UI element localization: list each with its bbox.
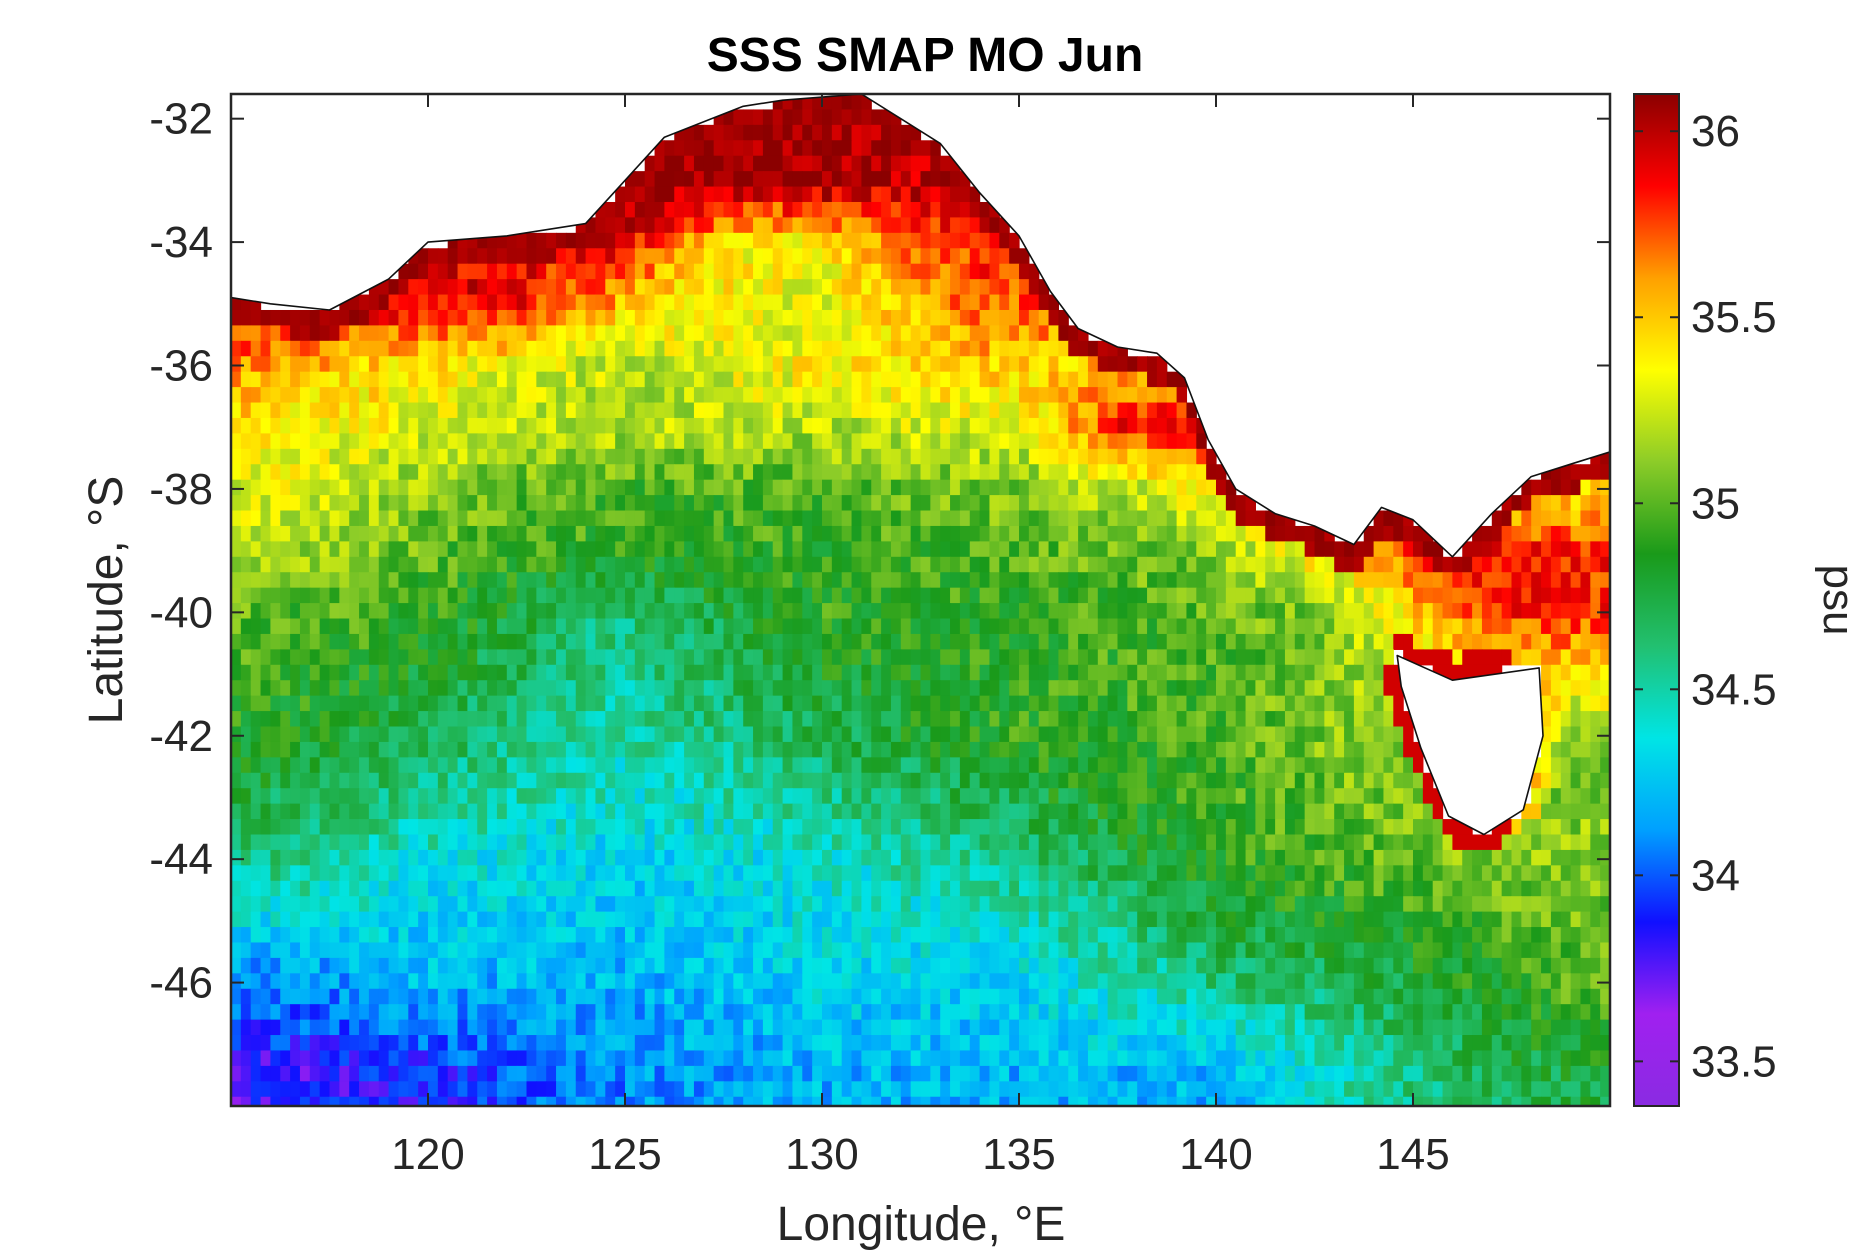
colorbar-tick-label: 35	[1691, 479, 1740, 528]
x-tick-label: 120	[391, 1130, 464, 1179]
x-tick-label: 130	[785, 1130, 858, 1179]
coastline-tasmania	[1396, 654, 1544, 836]
x-tick-label: 135	[982, 1130, 1055, 1179]
colorbar-tick-label: 35.5	[1691, 293, 1777, 342]
y-tick-label: -36	[149, 342, 213, 391]
y-tick-label: -44	[149, 835, 213, 884]
colorbar-label: psu	[1814, 565, 1863, 636]
colorbar: 33.5 34 34.5 35 35.5 36 psu	[1633, 93, 1863, 1107]
y-tick-label: -32	[149, 95, 213, 144]
plot-frame	[229, 92, 1612, 1108]
x-axis-ticks: 120 125 130 135 140 145	[391, 94, 1450, 1179]
y-axis-label: Latitude, °S	[80, 476, 133, 725]
land-mask	[231, 94, 1610, 836]
x-tick-label: 145	[1376, 1130, 1449, 1179]
coastline-mainland	[231, 94, 1610, 558]
y-tick-label: -34	[149, 218, 213, 267]
colorbar-ticks: 33.5 34 34.5 35 35.5 36	[1634, 107, 1777, 1086]
x-axis-label: Longitude, °E	[777, 1198, 1066, 1250]
x-tick-label: 140	[1179, 1130, 1252, 1179]
y-tick-label: -42	[149, 712, 213, 761]
chart-title: SSS SMAP MO Jun	[707, 29, 1144, 82]
salinity-heatmap	[231, 94, 1610, 1106]
y-tick-label: -38	[149, 465, 213, 514]
y-axis-ticks: -32 -34 -36 -38 -40 -42 -44 -46	[149, 95, 1610, 1008]
y-tick-label: -46	[149, 959, 213, 1008]
colorbar-tick-label: 36	[1691, 107, 1740, 156]
colorbar-tick-label: 34.5	[1691, 665, 1777, 714]
colorbar-gradient	[1633, 93, 1680, 1107]
colorbar-tick-label: 34	[1691, 851, 1740, 900]
plot-area: 120 125 130 135 140 145 -32 -34 -36 -38 -40 -42 -44…	[149, 92, 1612, 1179]
y-tick-label: -40	[149, 588, 213, 637]
x-tick-label: 125	[588, 1130, 661, 1179]
colorbar-tick-label: 33.5	[1691, 1037, 1777, 1086]
